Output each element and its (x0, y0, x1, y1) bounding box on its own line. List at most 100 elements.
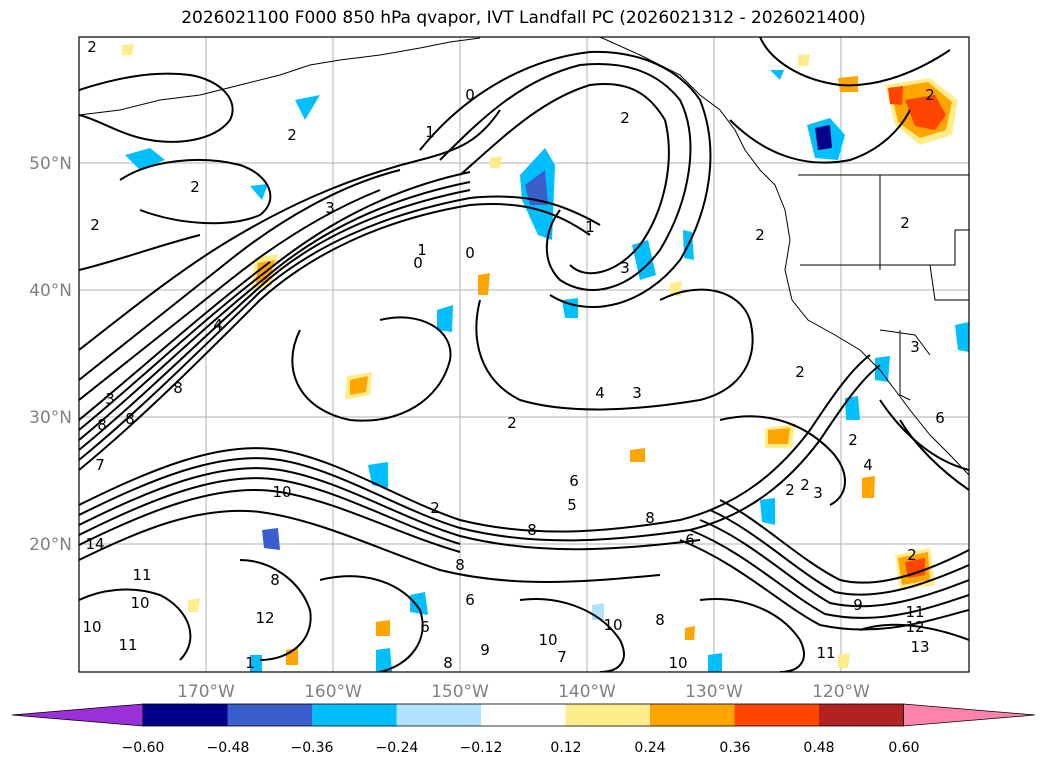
contour-label: 2 (755, 226, 765, 244)
colorbar-bin (312, 704, 397, 726)
contour-label: 0 (465, 86, 475, 104)
lon-label-170w: 170°W (177, 682, 235, 702)
contour-label: 10 (538, 631, 557, 649)
contour-label: 8 (527, 521, 537, 539)
contour-label: 4 (595, 384, 605, 402)
contour-label: 10 (82, 618, 101, 636)
colorbar-tick: −0.60 (122, 740, 165, 756)
contour-label: 8 (97, 416, 107, 434)
lon-label-150w: 150°W (431, 682, 489, 702)
coastlines (79, 37, 969, 476)
contour-label: 1 (425, 123, 435, 141)
contour-label: 10 (603, 616, 622, 634)
contour-label: 11 (816, 644, 835, 662)
contour-label: 5 (567, 496, 577, 514)
contour-label: 3 (813, 484, 823, 502)
contour-label: 2 (620, 109, 630, 127)
contour-label: 11 (118, 636, 137, 654)
contour-label: 7 (557, 648, 567, 666)
contour-label: 2 (430, 499, 440, 517)
contour-label: 10 (130, 594, 149, 612)
contour-label: 2 (900, 214, 910, 232)
contour-label: 6 (569, 472, 579, 490)
colorbar-bin (734, 704, 820, 726)
lat-label-20n: 20°N (29, 535, 72, 555)
contour-label: 2 (800, 476, 810, 494)
colorbar-bin (481, 704, 566, 726)
lon-label-160w: 160°W (304, 682, 362, 702)
contour-label: 2 (190, 178, 200, 196)
contour-label: 9 (480, 641, 490, 659)
latitude-labels: 50°N 40°N 30°N 20°N (29, 154, 72, 555)
contour-label: 8 (655, 611, 665, 629)
contour-label: 2 (848, 431, 858, 449)
colorbar-tick: 0.24 (634, 740, 665, 756)
contour-label: 7 (95, 456, 105, 474)
shaded-anomalies (122, 44, 969, 672)
plot-frame (78, 36, 970, 673)
contour-label: 3 (632, 384, 642, 402)
contour-label: 2 (287, 126, 297, 144)
colorbar-tick: 0.60 (888, 740, 919, 756)
contour-label: 8 (443, 654, 453, 672)
colorbar (11, 703, 1036, 727)
contour-label: 8 (455, 556, 465, 574)
contour-label: 0 (413, 254, 423, 272)
contour-label: 2 (87, 38, 97, 56)
colorbar-tick: 0.12 (550, 740, 581, 756)
longitude-labels: 170°W 160°W 150°W 140°W 130°W 120°W (177, 682, 870, 702)
colorbar-tick: −0.24 (376, 740, 419, 756)
contour-label: 12 (255, 609, 274, 627)
contour-label: 8 (125, 410, 135, 428)
contour-label: 2 (785, 481, 795, 499)
contour-label: 3 (325, 199, 335, 217)
colorbar-tick: 0.48 (803, 740, 834, 756)
contour-label: 3 (105, 390, 115, 408)
contour-lines (79, 37, 969, 672)
lat-label-40n: 40°N (29, 281, 72, 301)
contour-label: 9 (853, 596, 863, 614)
contour-label: 4 (213, 316, 223, 334)
lat-label-30n: 30°N (29, 408, 72, 428)
contour-label: 6 (685, 531, 695, 549)
contour-label: 13 (910, 638, 929, 656)
contour-label: 3 (620, 259, 630, 277)
colorbar-bin (143, 704, 228, 726)
contour-label: 6 (420, 618, 430, 636)
contour-label: 11 (132, 566, 151, 584)
lon-label-120w: 120°W (812, 682, 870, 702)
lat-label-50n: 50°N (29, 154, 72, 174)
contour-label: 2 (90, 216, 100, 234)
colorbar-outline (142, 703, 904, 727)
contour-label: 14 (85, 535, 104, 553)
contour-label: 0 (465, 244, 475, 262)
contour-label: 1 (245, 654, 255, 672)
contour-label: 10 (668, 654, 687, 672)
contour-label: 1 (585, 218, 595, 236)
map-title: 2026021100 F000 850 hPa qvapor, IVT Land… (181, 8, 866, 28)
colorbar-bin (227, 704, 313, 726)
contour-label: 4 (863, 456, 873, 474)
contour-label: 3 (910, 338, 920, 356)
colorbar-bin (650, 704, 735, 726)
contour-label: 1 (417, 241, 427, 259)
colorbar-tick: −0.36 (291, 740, 334, 756)
colorbar-tick: −0.12 (460, 740, 503, 756)
colorbar-bin (396, 704, 482, 726)
contour-label: 8 (270, 571, 280, 589)
contour-label: 2 (925, 86, 935, 104)
colorbar-extend-low (11, 703, 144, 727)
contour-label: 10 (272, 483, 291, 501)
contour-label: 8 (173, 379, 183, 397)
contour-label: 2 (795, 363, 805, 381)
contour-label: 2 (907, 546, 917, 564)
colorbar-tick: 0.36 (719, 740, 750, 756)
colorbar-extend-high (903, 703, 1036, 727)
contour-label: 11 (905, 603, 924, 621)
contour-label: 8 (645, 509, 655, 527)
contour-label: 6 (465, 591, 475, 609)
colorbar-tick: −0.48 (207, 740, 250, 756)
lon-label-140w: 140°W (558, 682, 616, 702)
